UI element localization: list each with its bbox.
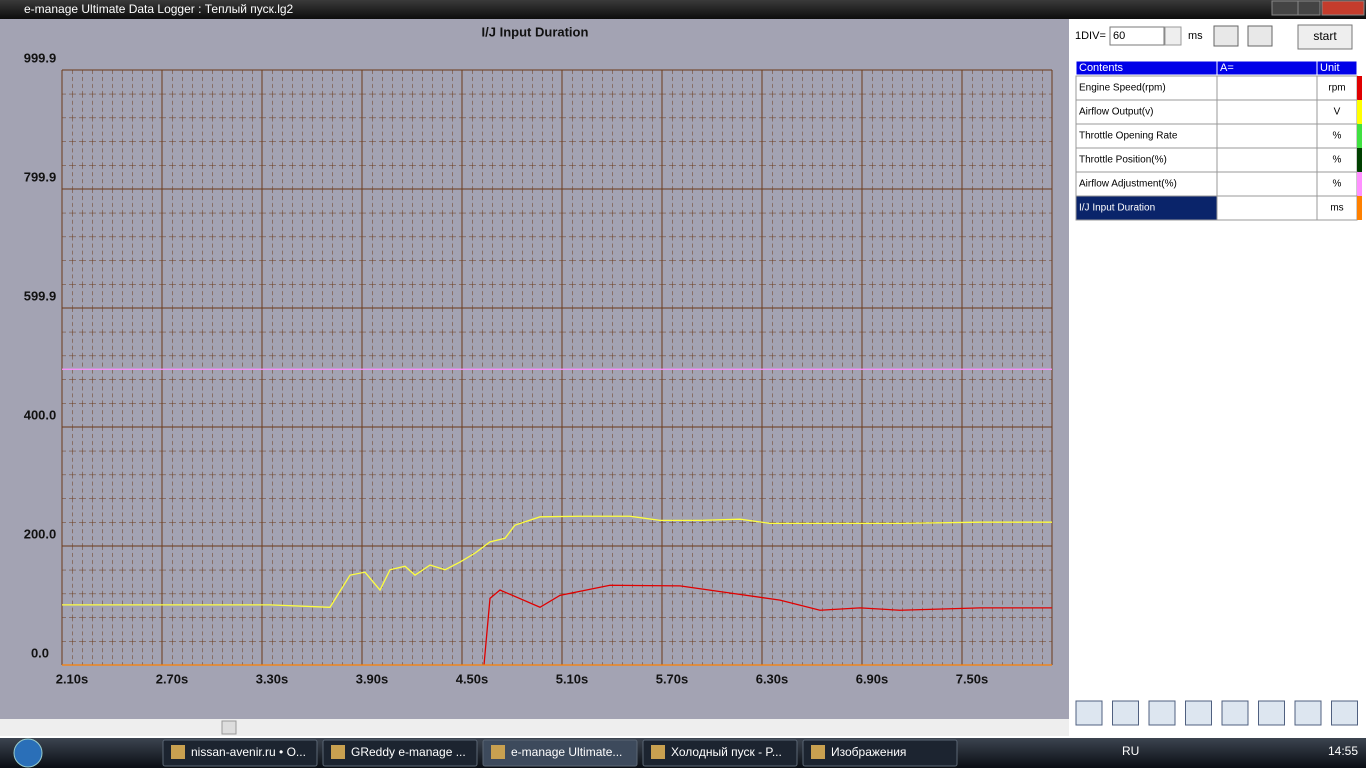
title-bar <box>0 0 1366 19</box>
value-cell <box>1216 171 1318 197</box>
x-tick-label: 6.90s <box>856 671 889 686</box>
scroll-thumb[interactable] <box>221 720 237 735</box>
unit-cell <box>1316 195 1358 221</box>
div-label: 1DIV= <box>1075 30 1106 42</box>
x-tick-label: 3.90s <box>356 671 389 686</box>
content-cell[interactable] <box>1075 171 1218 197</box>
value-cell <box>1216 147 1318 173</box>
tool-button[interactable] <box>1075 700 1103 726</box>
y-tick-label: 799.9 <box>24 169 57 184</box>
tool-button[interactable] <box>1331 700 1358 726</box>
close[interactable] <box>1321 0 1365 16</box>
zoom-out[interactable] <box>1247 25 1273 47</box>
color-swatch <box>1357 100 1362 124</box>
content-label: I/J Input Duration <box>1079 203 1155 214</box>
value-cell <box>1216 195 1318 221</box>
color-swatch <box>1357 76 1362 100</box>
task-icon <box>651 745 665 759</box>
y-tick-label: 200.0 <box>24 526 57 541</box>
x-tick-label: 5.10s <box>556 671 589 686</box>
spinner[interactable] <box>1164 26 1182 46</box>
y-tick-label: 400.0 <box>24 407 57 422</box>
unit-label: % <box>1333 155 1342 166</box>
y-tick-label: 0.0 <box>31 645 49 660</box>
div-input[interactable] <box>1109 26 1165 46</box>
table-header: Unit <box>1320 62 1340 74</box>
tool-button[interactable] <box>1185 700 1212 726</box>
div-value: 60 <box>1113 30 1125 42</box>
tool-button[interactable] <box>1112 700 1139 726</box>
language[interactable]: RU <box>1122 744 1139 758</box>
unit-label: V <box>1334 107 1341 118</box>
value-cell <box>1216 75 1318 101</box>
unit-label: rpm <box>1328 83 1345 94</box>
clock[interactable]: 14:55 <box>1328 744 1358 758</box>
task-button[interactable] <box>642 739 798 767</box>
content-label: Throttle Opening Rate <box>1079 131 1178 142</box>
start-button[interactable] <box>1297 24 1353 50</box>
task-button[interactable] <box>482 739 638 767</box>
series-line <box>483 584 1052 666</box>
start-orb[interactable] <box>13 738 43 768</box>
task-button[interactable] <box>322 739 478 767</box>
start-label[interactable]: start <box>1313 29 1337 43</box>
tool-button[interactable] <box>1294 700 1322 726</box>
maximize[interactable] <box>1297 0 1321 16</box>
y-tick-label: 599.9 <box>24 288 57 303</box>
minimize[interactable] <box>1271 0 1299 16</box>
color-swatch <box>1357 172 1362 196</box>
table-header-cell <box>1316 60 1358 76</box>
x-tick-label: 7.50s <box>956 671 989 686</box>
content-label: Throttle Position(%) <box>1079 155 1167 166</box>
value-cell <box>1216 123 1318 149</box>
scrollbar[interactable] <box>0 719 1069 736</box>
x-tick-label: 2.70s <box>156 671 189 686</box>
task-label[interactable]: e-manage Ultimate... <box>511 745 622 759</box>
task-label[interactable]: nissan-avenir.ru • O... <box>191 745 306 759</box>
x-tick-label: 5.70s <box>656 671 689 686</box>
value-cell <box>1216 99 1318 125</box>
tool-button[interactable] <box>1221 700 1249 726</box>
chart-title: I/J Input Duration <box>482 24 589 39</box>
x-tick-label: 4.50s <box>456 671 489 686</box>
task-icon <box>171 745 185 759</box>
task-label[interactable]: GReddy e-manage ... <box>351 745 466 759</box>
color-swatch <box>1357 196 1362 220</box>
table-header: Contents <box>1079 62 1124 74</box>
task-icon <box>491 745 505 759</box>
task-label[interactable]: Холодный пуск - P... <box>671 745 782 759</box>
unit-cell <box>1316 123 1358 149</box>
task-icon <box>331 745 345 759</box>
unit-label: ms <box>1330 203 1343 214</box>
unit-cell <box>1316 147 1358 173</box>
y-tick-label: 999.9 <box>24 50 57 65</box>
content-cell[interactable] <box>1075 147 1218 173</box>
unit-cell <box>1316 75 1358 101</box>
task-label[interactable]: Изображения <box>831 745 906 759</box>
color-swatch <box>1357 148 1362 172</box>
tool-button[interactable] <box>1258 700 1285 726</box>
content-label: Airflow Adjustment(%) <box>1079 179 1177 190</box>
window-title: e-manage Ultimate Data Logger : Теплый п… <box>24 2 294 16</box>
color-swatch <box>1357 124 1362 148</box>
x-tick-label: 6.30s <box>756 671 789 686</box>
series-line <box>62 515 1052 608</box>
zoom-in[interactable] <box>1213 25 1239 47</box>
div-unit: ms <box>1188 30 1203 42</box>
unit-label: % <box>1333 179 1342 190</box>
x-tick-label: 2.10s <box>56 671 89 686</box>
task-icon <box>811 745 825 759</box>
task-button[interactable] <box>802 739 958 767</box>
unit-label: % <box>1333 131 1342 142</box>
unit-cell <box>1316 99 1358 125</box>
content-label: Airflow Output(v) <box>1079 107 1153 118</box>
task-button[interactable] <box>162 739 318 767</box>
minor-grid <box>62 70 1052 665</box>
tool-button[interactable] <box>1148 700 1176 726</box>
x-tick-label: 3.30s <box>256 671 289 686</box>
content-label: Engine Speed(rpm) <box>1079 83 1166 94</box>
table-header: A= <box>1220 62 1234 74</box>
